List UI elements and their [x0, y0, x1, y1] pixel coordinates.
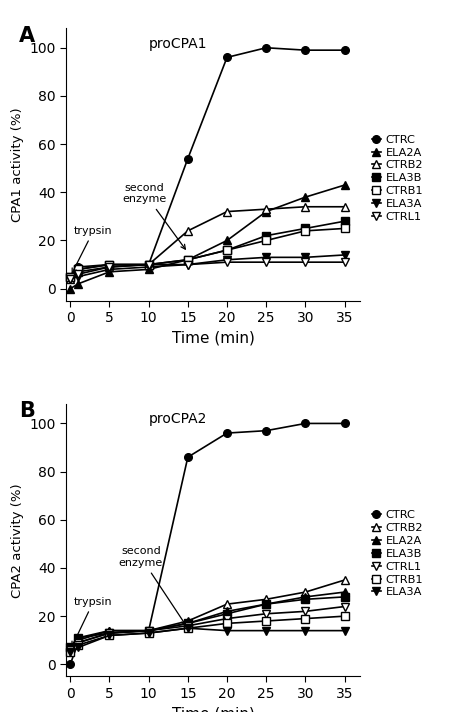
Text: second
enzyme: second enzyme [118, 546, 185, 624]
Text: trypsin: trypsin [72, 226, 113, 273]
Text: proCPA1: proCPA1 [149, 36, 207, 51]
Text: A: A [19, 26, 36, 46]
Y-axis label: CPA2 activity (%): CPA2 activity (%) [11, 483, 24, 597]
Y-axis label: CPA1 activity (%): CPA1 activity (%) [11, 108, 24, 222]
Text: B: B [19, 402, 35, 422]
Legend: CTRC, ELA2A, CTRB2, ELA3B, CTRB1, ELA3A, CTRL1: CTRC, ELA2A, CTRB2, ELA3B, CTRB1, ELA3A,… [372, 135, 423, 221]
Text: proCPA2: proCPA2 [149, 412, 207, 426]
Text: trypsin: trypsin [72, 597, 113, 646]
Legend: CTRC, CTRB2, ELA2A, ELA3B, CTRL1, CTRB1, ELA3A: CTRC, CTRB2, ELA2A, ELA3B, CTRL1, CTRB1,… [372, 511, 423, 597]
X-axis label: Time (min): Time (min) [172, 706, 255, 712]
Text: second
enzyme: second enzyme [123, 183, 185, 249]
X-axis label: Time (min): Time (min) [172, 330, 255, 346]
